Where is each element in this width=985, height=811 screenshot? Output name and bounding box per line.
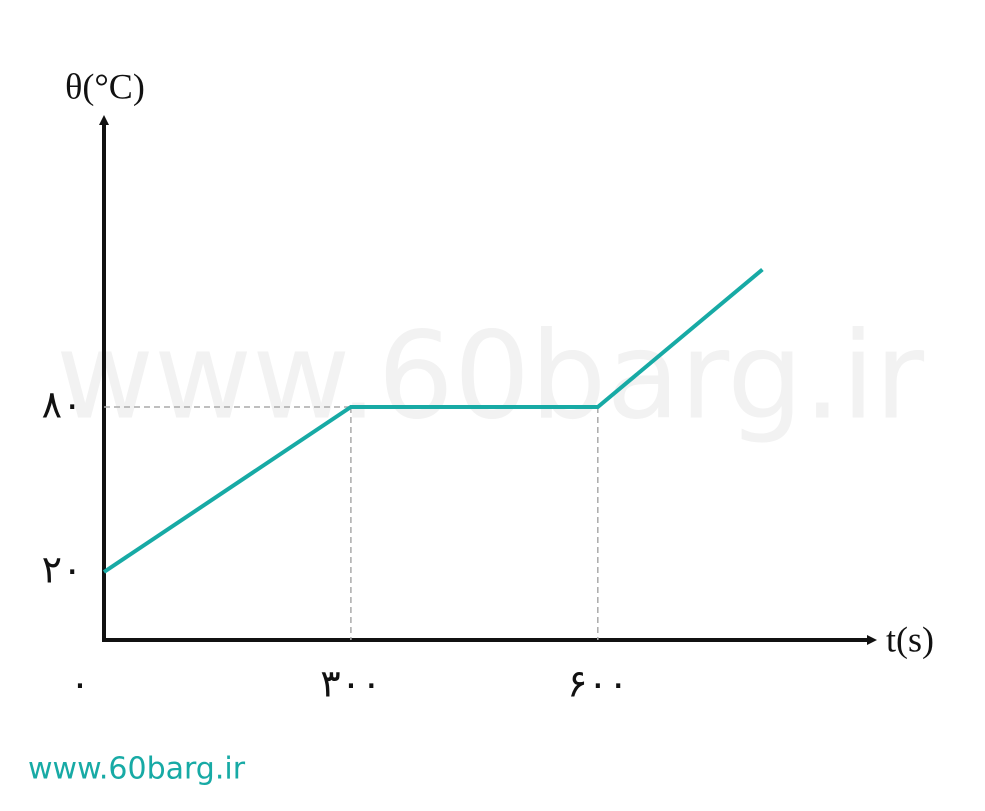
x-axis-label: t(s)	[886, 619, 934, 659]
y-tick-label: ۲۰	[42, 548, 83, 592]
x-tick-label: ۶۰۰	[567, 662, 628, 706]
x-tick-label: ۰	[70, 662, 90, 706]
watermark: www.60barg.ir	[56, 308, 925, 447]
footer-url: www.60barg.ir	[28, 752, 246, 787]
y-tick-label: ۸۰	[42, 383, 83, 427]
x-tick-label: ۳۰۰	[320, 662, 381, 706]
y-axis-label: θ(°C)	[65, 66, 145, 106]
data-line	[102, 267, 764, 574]
